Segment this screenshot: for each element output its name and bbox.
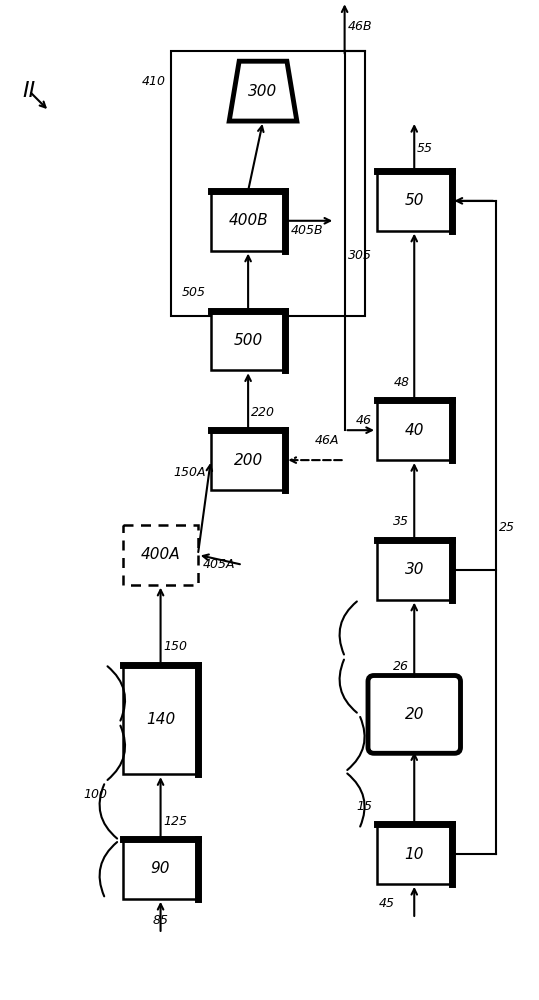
- Text: 30: 30: [404, 562, 424, 577]
- FancyBboxPatch shape: [368, 676, 460, 753]
- Text: 85: 85: [153, 914, 169, 927]
- Text: 46: 46: [356, 414, 372, 427]
- Text: 15: 15: [356, 800, 372, 813]
- Text: 505: 505: [182, 286, 206, 299]
- Text: 10: 10: [404, 847, 424, 862]
- Text: 40: 40: [404, 423, 424, 438]
- Text: 46B: 46B: [348, 20, 372, 33]
- Bar: [377, 824, 452, 884]
- Text: 25: 25: [499, 521, 515, 534]
- Bar: [123, 839, 198, 899]
- Text: 48: 48: [393, 376, 409, 389]
- Text: 405B: 405B: [291, 224, 323, 237]
- Text: 20: 20: [404, 707, 424, 722]
- Bar: [123, 665, 198, 774]
- Bar: [170, 51, 364, 316]
- Text: 400A: 400A: [141, 547, 181, 562]
- Text: 140: 140: [146, 712, 175, 727]
- Bar: [377, 400, 452, 460]
- Text: 46A: 46A: [315, 434, 340, 447]
- Text: 35: 35: [393, 515, 409, 528]
- Text: II: II: [23, 81, 36, 101]
- Text: 26: 26: [393, 660, 409, 673]
- Text: 125: 125: [163, 815, 188, 828]
- Bar: [211, 191, 286, 251]
- Text: 405A: 405A: [203, 558, 236, 571]
- Text: 220: 220: [251, 406, 275, 419]
- Text: 90: 90: [151, 861, 170, 876]
- Text: 200: 200: [233, 453, 262, 468]
- Text: 400B: 400B: [228, 213, 268, 228]
- Text: 45: 45: [378, 897, 395, 910]
- Text: 300: 300: [248, 84, 278, 99]
- Bar: [377, 540, 452, 600]
- Text: 410: 410: [142, 75, 165, 88]
- Text: 500: 500: [233, 333, 262, 348]
- Text: 55: 55: [417, 142, 433, 155]
- Bar: [211, 311, 286, 370]
- Text: 150: 150: [163, 640, 188, 653]
- Text: 50: 50: [404, 193, 424, 208]
- Text: 100: 100: [84, 788, 107, 801]
- Text: 150A: 150A: [174, 466, 206, 479]
- Bar: [377, 171, 452, 231]
- Text: 305: 305: [348, 249, 371, 262]
- Bar: [211, 430, 286, 490]
- Bar: [123, 525, 198, 585]
- Polygon shape: [229, 61, 297, 121]
